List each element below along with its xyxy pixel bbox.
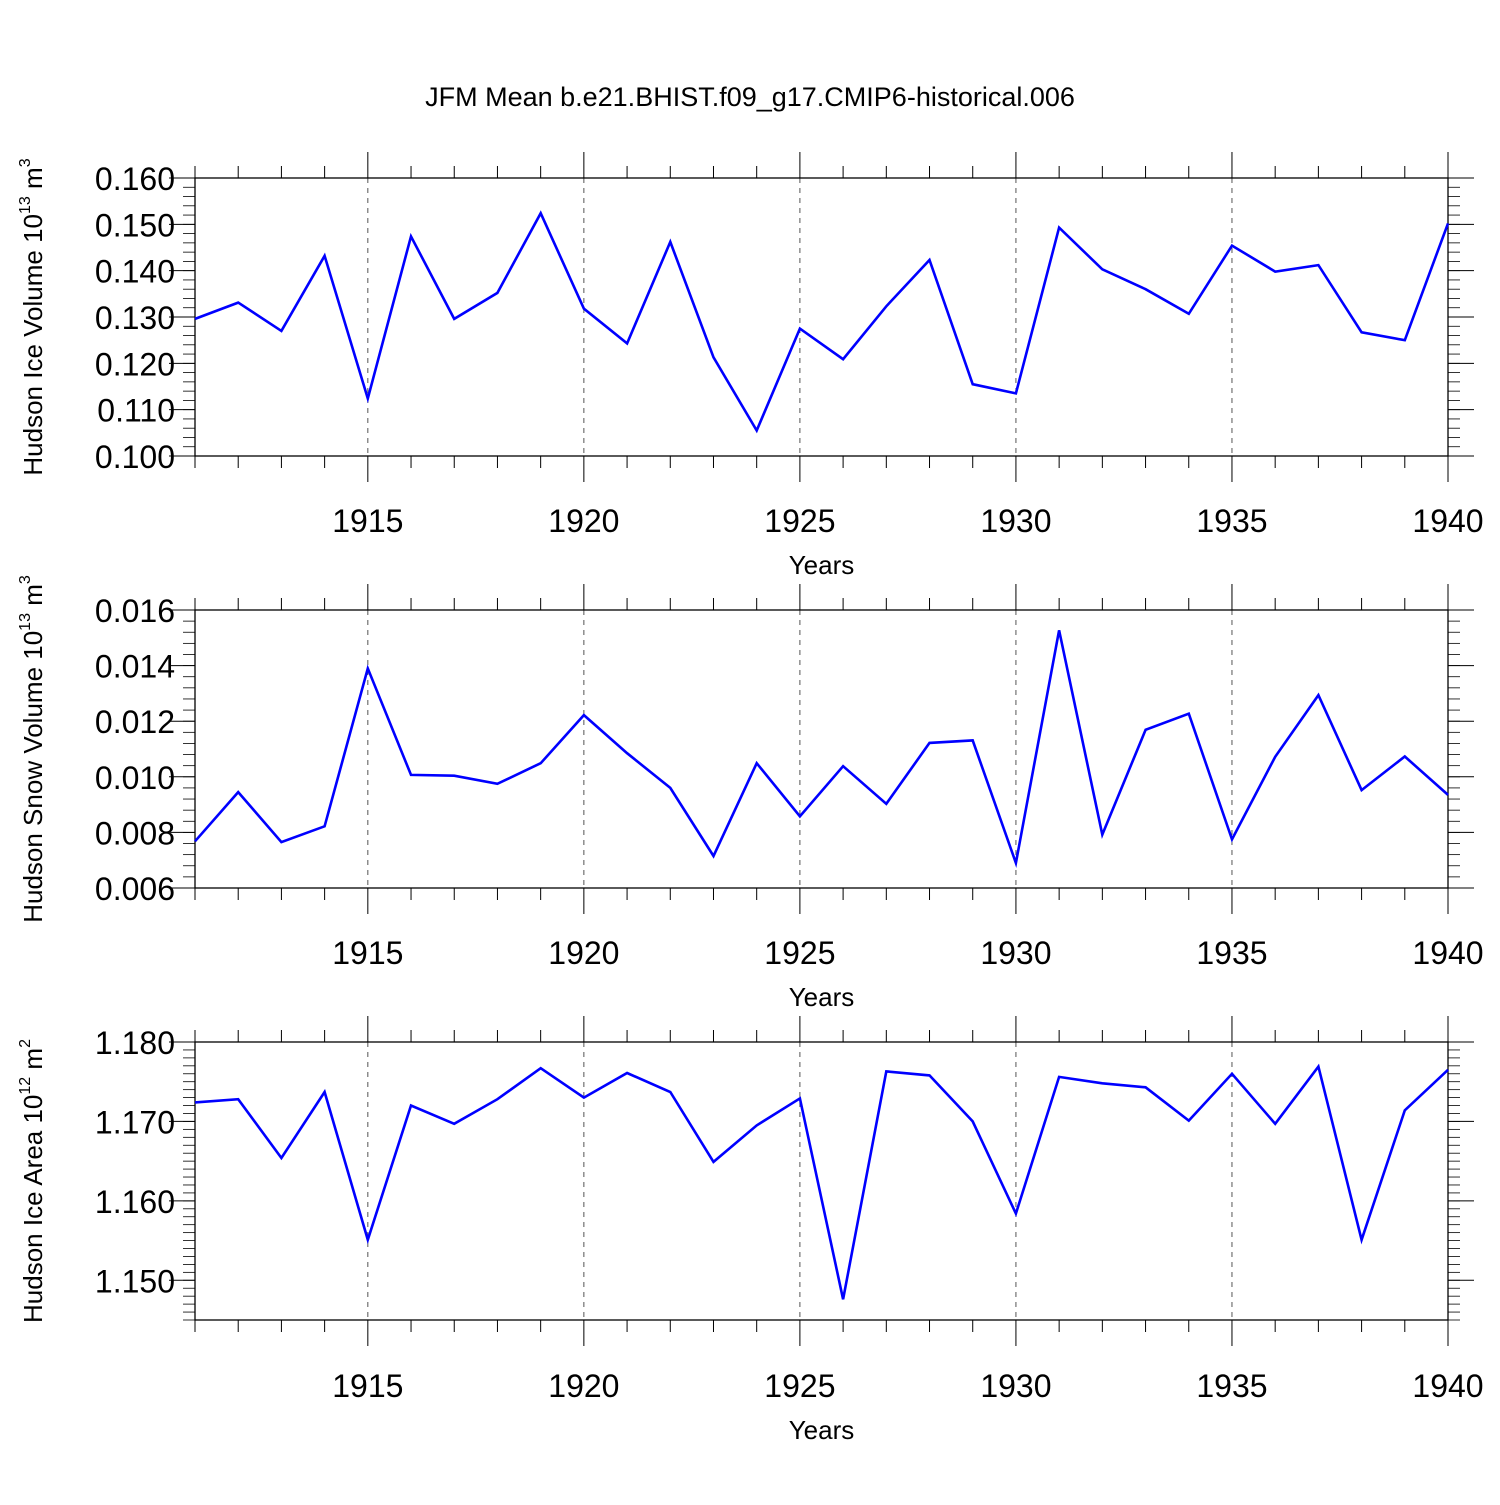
y-axis-title: Hudson Snow Volume 1013 m3	[17, 575, 48, 923]
x-axis-title: Years	[789, 550, 855, 580]
series-line	[195, 630, 1448, 863]
x-tick-label: 1935	[1196, 503, 1267, 539]
chart-panel-3: 1.150 1.160 1.170 1.180 1915 1920 1925 1930 1935…	[17, 1016, 1484, 1445]
figure-title: JFM Mean b.e21.BHIST.f09_g17.CMIP6-histo…	[425, 82, 1075, 112]
y-tick-label: 1.170	[95, 1104, 175, 1140]
plot-frame	[195, 610, 1448, 888]
y-tick-label: 0.110	[97, 393, 175, 429]
x-tick-label: 1925	[764, 1368, 835, 1404]
x-tick-label: 1930	[980, 503, 1051, 539]
x-tick-label: 1925	[764, 935, 835, 971]
y-tick-label: 0.160	[95, 161, 175, 197]
x-tick-label: 1940	[1412, 503, 1483, 539]
chart-panel-1: 0.100 0.110 0.120 0.130 0.140 0.150 0.160 1915 1…	[17, 152, 1484, 580]
x-tick-label: 1930	[980, 935, 1051, 971]
x-tick-label: 1925	[764, 503, 835, 539]
y-tick-label: 1.160	[95, 1184, 175, 1220]
y-tick-label: 1.150	[95, 1263, 175, 1299]
x-tick-label: 1920	[548, 935, 619, 971]
chart-panel-2: 0.006 0.008 0.010 0.012 0.014 0.016 1915 1920 19…	[17, 575, 1484, 1012]
x-axis-title: Years	[789, 1415, 855, 1445]
y-tick-label: 0.006	[95, 871, 175, 907]
y-tick-label: 0.120	[95, 346, 175, 382]
y-axis-title: Hudson Ice Area 1012 m2	[17, 1039, 48, 1323]
y-tick-label: 0.016	[95, 593, 175, 629]
y-tick-label: 0.150	[95, 207, 175, 243]
series-line	[195, 213, 1448, 430]
y-tick-label: 0.008	[95, 815, 175, 851]
x-tick-label: 1940	[1412, 1368, 1483, 1404]
y-tick-label: 0.012	[95, 704, 175, 740]
x-tick-label: 1935	[1196, 935, 1267, 971]
plot-frame	[195, 178, 1448, 456]
x-tick-label: 1915	[332, 1368, 403, 1404]
y-axis-title: Hudson Ice Volume 1013 m3	[17, 158, 48, 475]
x-tick-label: 1920	[548, 1368, 619, 1404]
y-tick-label: 0.130	[95, 300, 175, 336]
y-tick-label: 0.010	[95, 760, 175, 796]
plot-frame	[195, 1042, 1448, 1320]
y-tick-label: 1.180	[95, 1025, 175, 1061]
x-tick-label: 1915	[332, 935, 403, 971]
x-axis-title: Years	[789, 982, 855, 1012]
y-tick-label: 0.014	[95, 649, 175, 685]
x-tick-label: 1915	[332, 503, 403, 539]
x-tick-label: 1930	[980, 1368, 1051, 1404]
x-tick-label: 1935	[1196, 1368, 1267, 1404]
series-line	[195, 1067, 1448, 1300]
y-tick-label: 0.100	[95, 439, 175, 475]
x-tick-label: 1940	[1412, 935, 1483, 971]
y-tick-label: 0.140	[95, 254, 175, 290]
x-tick-label: 1920	[548, 503, 619, 539]
